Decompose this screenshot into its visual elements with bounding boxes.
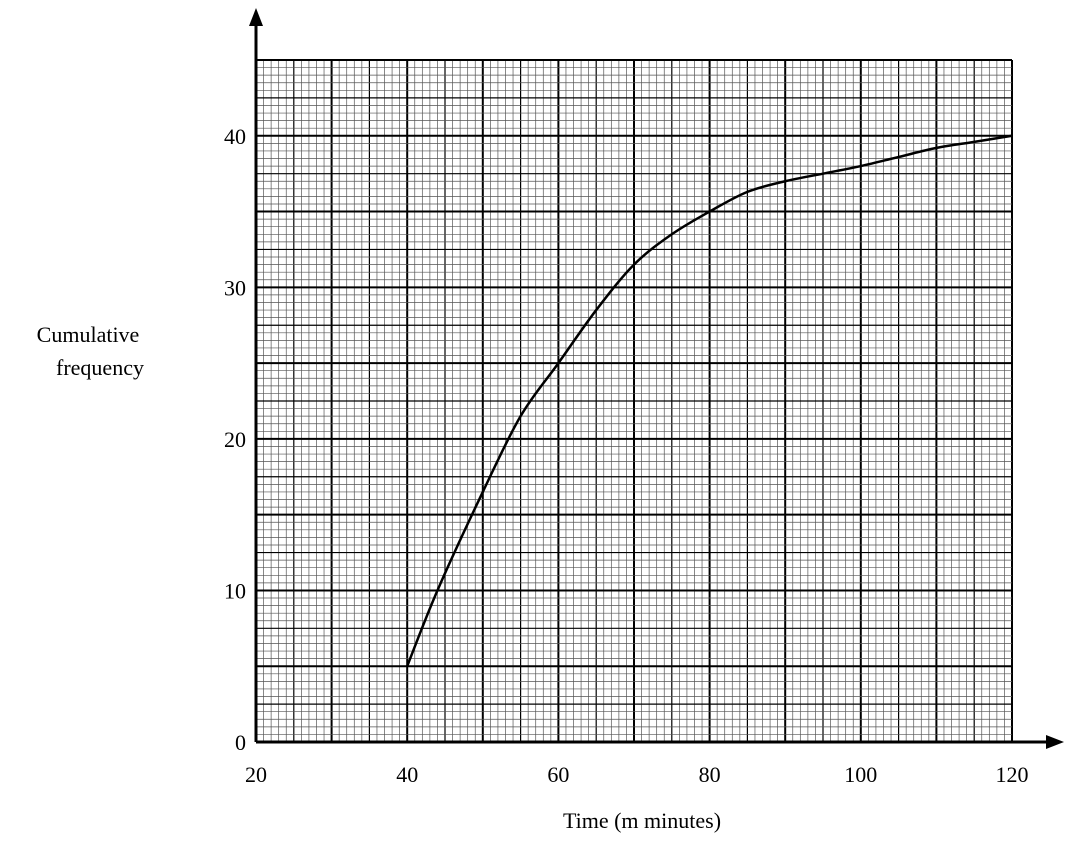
x-tick-label: 20 xyxy=(245,762,267,787)
x-tick-label: 60 xyxy=(547,762,569,787)
y-tick-label: 40 xyxy=(224,124,246,149)
axis-labels: Cumulative frequency Time (m minutes) xyxy=(37,322,721,833)
x-axis-arrow xyxy=(1046,735,1064,749)
y-tick-label: 20 xyxy=(224,427,246,452)
x-tick-label: 80 xyxy=(699,762,721,787)
y-tick-label: 10 xyxy=(224,578,246,603)
cumulative-frequency-curve xyxy=(406,134,1013,667)
x-axis-label: Time (m minutes) xyxy=(563,808,721,833)
y-axis-label-line-2: frequency xyxy=(56,355,144,380)
x-tick-label: 120 xyxy=(996,762,1029,787)
x-tick-label: 40 xyxy=(396,762,418,787)
y-axis-arrow xyxy=(249,8,263,26)
y-tick-label: 0 xyxy=(235,730,246,755)
y-axis-label-line-1: Cumulative xyxy=(37,322,140,347)
axes xyxy=(249,8,1064,749)
y-tick-label: 30 xyxy=(224,275,246,300)
x-tick-label: 100 xyxy=(844,762,877,787)
grid xyxy=(255,59,1013,743)
tick-labels: 20 40 60 80 100 120 0 10 20 30 40 xyxy=(224,124,1029,787)
curve-layer xyxy=(406,134,1013,667)
